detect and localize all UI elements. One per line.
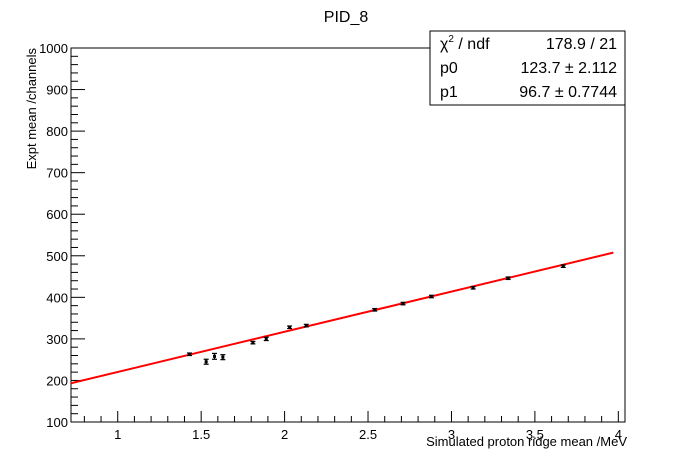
point-marker [288,325,292,329]
stats-row-value: 178.9 / 21 [546,36,617,53]
point-marker [401,302,405,306]
data-point [428,294,434,299]
data-point [372,307,378,312]
y-tick-label: 1000 [39,41,68,56]
x-tick-label: 3 [448,427,455,442]
data-point [470,285,476,290]
plot-frame [70,47,626,423]
stats-row-value: 123.7 ± 2.112 [520,60,617,77]
point-marker [429,295,433,299]
point-marker [304,324,308,328]
stats-row-label: p0 [440,60,458,77]
x-tick-label: 2 [281,427,288,442]
data-point [212,352,218,360]
x-tick-label: 1.5 [192,427,210,442]
data-point [186,352,192,357]
data-point [287,325,293,330]
data-points-layer [186,264,566,365]
x-tick-label: 4 [615,427,622,442]
point-marker [561,264,565,268]
fit-line [70,251,614,385]
y-axis-label: Expt mean /channels [24,48,39,170]
y-tick-label: 300 [46,332,68,347]
chart-title: PID_8 [324,9,369,26]
stats-row-label: χ2 / ndf [440,34,490,53]
y-tick-label: 200 [46,373,68,388]
y-tick-label: 500 [46,249,68,264]
x-tick-label: 3.5 [526,427,544,442]
stats-box: χ2 / ndf 178.9 / 21 p0 123.7 ± 2.112 p1 96.7 … [429,30,626,106]
y-tick-label: 600 [46,207,68,222]
data-point [263,336,269,342]
data-point [220,354,226,361]
y-tick-label: 800 [46,124,68,139]
x-axis-label: Simulated proton ridge mean /MeV [426,434,627,449]
y-tick-label: 400 [46,290,68,305]
data-point [400,301,406,306]
data-point [250,340,256,345]
stats-row-label: p1 [440,84,458,101]
stats-row-value: 96.7 ± 0.7744 [519,84,617,101]
point-marker [204,360,208,364]
point-marker [213,354,217,358]
y-tick-label: 100 [46,415,68,430]
point-marker [264,337,268,341]
point-marker [187,352,191,356]
point-marker [506,276,510,280]
stats-box-frame [429,30,626,106]
y-tick-label: 700 [46,166,68,181]
point-marker [471,286,475,290]
x-axis: 1 1.5 2 2.5 3 3.5 4 [83,411,622,442]
data-point [560,264,566,269]
x-tick-label: 2.5 [359,427,377,442]
data-point [505,276,511,281]
point-marker [221,355,225,359]
y-axis: 100 200 300 400 500 600 700 800 900 1000 [39,41,85,430]
y-tick-label: 900 [46,83,68,98]
point-marker [251,341,255,345]
fit-line-layer [70,251,614,385]
data-point [203,358,209,365]
point-marker [373,308,377,312]
data-point [303,323,309,328]
x-tick-label: 1 [114,427,121,442]
